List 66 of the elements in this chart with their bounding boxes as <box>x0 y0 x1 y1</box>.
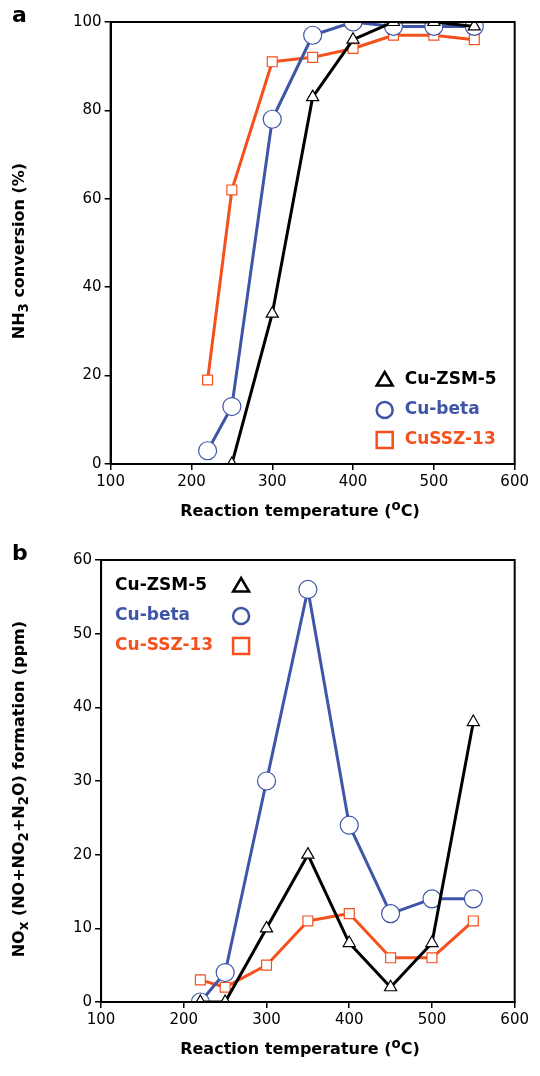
x-tick-label: 500 <box>419 471 449 490</box>
x-axis-title: Reaction temperature ($^{o}$C) <box>179 498 421 521</box>
legend-label: CuSSZ-13 <box>404 428 496 449</box>
y-tick-label: 20 <box>72 844 93 863</box>
legend-label: Cu-ZSM-5 <box>404 368 497 389</box>
x-tick-label: 200 <box>177 471 206 490</box>
y-tick-label: 20 <box>82 365 102 384</box>
point <box>219 981 231 993</box>
point <box>381 904 401 924</box>
point <box>256 771 277 791</box>
point <box>346 32 360 44</box>
point <box>383 979 398 992</box>
chart-title: b <box>12 540 28 565</box>
point <box>426 952 438 964</box>
x-tick-label: 500 <box>417 1009 447 1028</box>
point <box>306 89 320 102</box>
point <box>302 915 314 927</box>
legend-label: Cu-ZSM-5 <box>115 574 208 595</box>
x-tick-label: 600 <box>500 471 530 490</box>
point <box>265 306 279 318</box>
point <box>198 441 218 461</box>
point <box>343 908 355 920</box>
legend-label: Cu-beta <box>404 398 480 419</box>
point <box>215 962 235 983</box>
point <box>262 109 282 129</box>
chart-title: a <box>12 2 27 27</box>
y-tick-label: 30 <box>72 770 93 789</box>
y-tick-label: 50 <box>72 623 93 642</box>
y-tick-label: 0 <box>92 453 102 472</box>
x-tick-label: 600 <box>500 1009 530 1028</box>
y-tick-label: 10 <box>72 918 93 937</box>
point <box>222 396 242 417</box>
x-tick-label: 300 <box>257 471 287 490</box>
point <box>463 889 483 909</box>
y-tick-label: 60 <box>72 549 93 568</box>
y-tick-label: 60 <box>82 188 102 207</box>
point <box>259 920 274 933</box>
x-axis-title: Reaction temperature ($^{o}$C) <box>179 1036 421 1059</box>
point <box>226 184 238 196</box>
point <box>301 847 315 859</box>
point <box>298 579 318 600</box>
x-tick-label: 300 <box>252 1009 281 1028</box>
y-tick-label: 0 <box>82 991 93 1010</box>
y-tick-label: 100 <box>72 11 102 30</box>
x-tick-label: 200 <box>169 1009 199 1028</box>
point <box>422 889 442 909</box>
legend-label: Cu-SSZ-13 <box>115 634 214 655</box>
x-tick-label: 400 <box>338 471 368 490</box>
point <box>266 56 278 68</box>
point <box>303 25 323 45</box>
point <box>385 952 397 964</box>
point <box>202 374 214 386</box>
point <box>194 974 206 986</box>
point <box>342 935 356 948</box>
x-tick-label: 100 <box>96 471 125 490</box>
point <box>339 815 359 835</box>
point <box>307 51 319 63</box>
text: Cu-beta <box>115 604 191 625</box>
point <box>466 714 480 727</box>
x-tick-label: 400 <box>334 1009 364 1028</box>
y-tick-label: 40 <box>72 697 93 716</box>
point <box>425 935 439 948</box>
point <box>260 959 273 971</box>
y-tick-label: 80 <box>82 100 102 119</box>
y-tick-label: 40 <box>82 277 102 296</box>
point <box>467 915 479 927</box>
